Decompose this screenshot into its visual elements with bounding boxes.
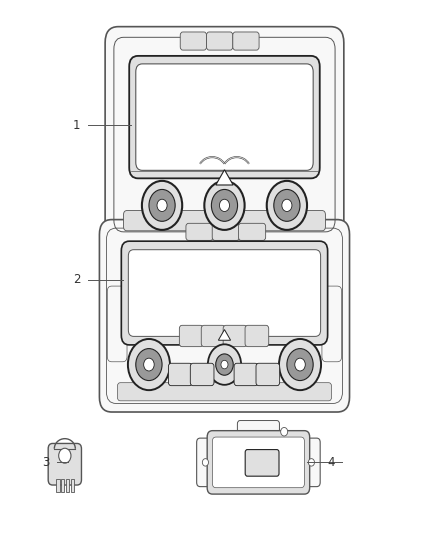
Circle shape [308, 458, 314, 466]
Text: 3: 3 [42, 456, 49, 469]
FancyBboxPatch shape [180, 32, 206, 50]
Circle shape [212, 189, 237, 221]
Circle shape [219, 199, 230, 212]
Polygon shape [218, 329, 230, 340]
FancyBboxPatch shape [223, 325, 247, 346]
Circle shape [149, 189, 175, 221]
Circle shape [128, 339, 170, 390]
Circle shape [281, 427, 288, 436]
FancyBboxPatch shape [48, 443, 81, 485]
Circle shape [274, 189, 300, 221]
FancyBboxPatch shape [121, 241, 328, 345]
FancyBboxPatch shape [212, 437, 304, 488]
FancyBboxPatch shape [105, 27, 344, 243]
Circle shape [221, 360, 228, 369]
FancyBboxPatch shape [128, 249, 321, 336]
Circle shape [202, 458, 208, 466]
FancyBboxPatch shape [299, 438, 320, 487]
FancyBboxPatch shape [207, 431, 310, 494]
Circle shape [204, 181, 244, 230]
Text: 2: 2 [73, 273, 81, 286]
FancyBboxPatch shape [245, 325, 268, 346]
Circle shape [267, 181, 307, 230]
FancyBboxPatch shape [197, 438, 218, 487]
Circle shape [287, 349, 313, 381]
Bar [56, 479, 60, 492]
FancyBboxPatch shape [233, 32, 259, 50]
Bar [61, 479, 64, 492]
FancyBboxPatch shape [136, 64, 313, 171]
Circle shape [295, 358, 305, 371]
FancyBboxPatch shape [168, 364, 192, 386]
Circle shape [59, 448, 71, 463]
FancyBboxPatch shape [129, 56, 320, 179]
FancyBboxPatch shape [212, 223, 239, 240]
Circle shape [144, 358, 154, 371]
FancyBboxPatch shape [117, 383, 332, 401]
FancyBboxPatch shape [190, 364, 214, 386]
Bar [71, 479, 74, 492]
Circle shape [136, 349, 162, 381]
Circle shape [208, 344, 241, 385]
Text: 1: 1 [73, 119, 81, 132]
FancyBboxPatch shape [245, 450, 279, 476]
Bar [66, 479, 69, 492]
FancyBboxPatch shape [186, 223, 213, 240]
FancyBboxPatch shape [234, 364, 258, 386]
Circle shape [279, 339, 321, 390]
FancyBboxPatch shape [99, 220, 350, 412]
FancyBboxPatch shape [124, 211, 325, 231]
FancyBboxPatch shape [179, 325, 203, 346]
FancyBboxPatch shape [256, 364, 279, 386]
Text: 4: 4 [327, 456, 335, 469]
FancyBboxPatch shape [237, 421, 279, 443]
Circle shape [142, 181, 182, 230]
Circle shape [215, 354, 233, 375]
FancyBboxPatch shape [201, 325, 225, 346]
Circle shape [157, 199, 167, 212]
Polygon shape [216, 169, 233, 185]
FancyBboxPatch shape [238, 223, 265, 240]
Circle shape [282, 199, 292, 212]
FancyBboxPatch shape [206, 32, 233, 50]
